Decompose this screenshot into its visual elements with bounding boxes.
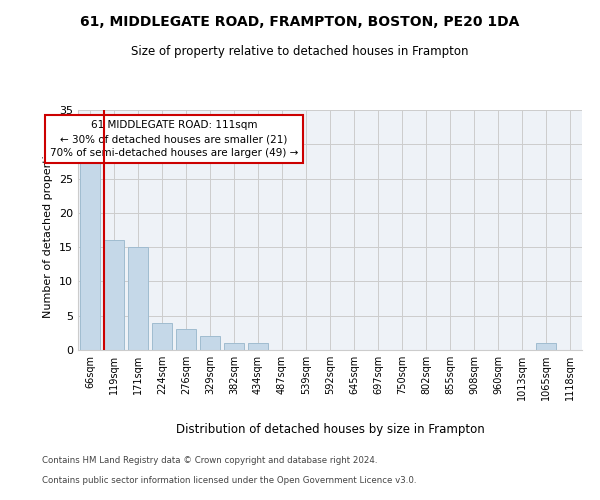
Y-axis label: Number of detached properties: Number of detached properties <box>43 142 53 318</box>
Text: 61 MIDDLEGATE ROAD: 111sqm
← 30% of detached houses are smaller (21)
70% of semi: 61 MIDDLEGATE ROAD: 111sqm ← 30% of deta… <box>50 120 298 158</box>
Bar <box>200 336 220 350</box>
Bar <box>224 343 244 350</box>
Bar <box>536 343 556 350</box>
Bar <box>128 247 148 350</box>
Bar <box>104 240 124 350</box>
Text: Size of property relative to detached houses in Frampton: Size of property relative to detached ho… <box>131 45 469 58</box>
Bar <box>80 158 100 350</box>
Bar <box>248 343 268 350</box>
Text: Contains HM Land Registry data © Crown copyright and database right 2024.: Contains HM Land Registry data © Crown c… <box>42 456 377 465</box>
Text: Contains public sector information licensed under the Open Government Licence v3: Contains public sector information licen… <box>42 476 416 485</box>
Text: Distribution of detached houses by size in Frampton: Distribution of detached houses by size … <box>176 422 484 436</box>
Bar <box>152 322 172 350</box>
Text: 61, MIDDLEGATE ROAD, FRAMPTON, BOSTON, PE20 1DA: 61, MIDDLEGATE ROAD, FRAMPTON, BOSTON, P… <box>80 15 520 29</box>
Bar <box>176 330 196 350</box>
